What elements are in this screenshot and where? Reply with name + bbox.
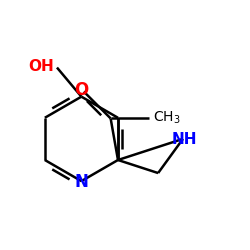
Text: N: N	[74, 173, 88, 191]
Text: OH: OH	[28, 59, 54, 74]
Text: CH$_3$: CH$_3$	[153, 109, 181, 126]
Text: O: O	[74, 82, 89, 100]
Text: NH: NH	[171, 132, 197, 148]
